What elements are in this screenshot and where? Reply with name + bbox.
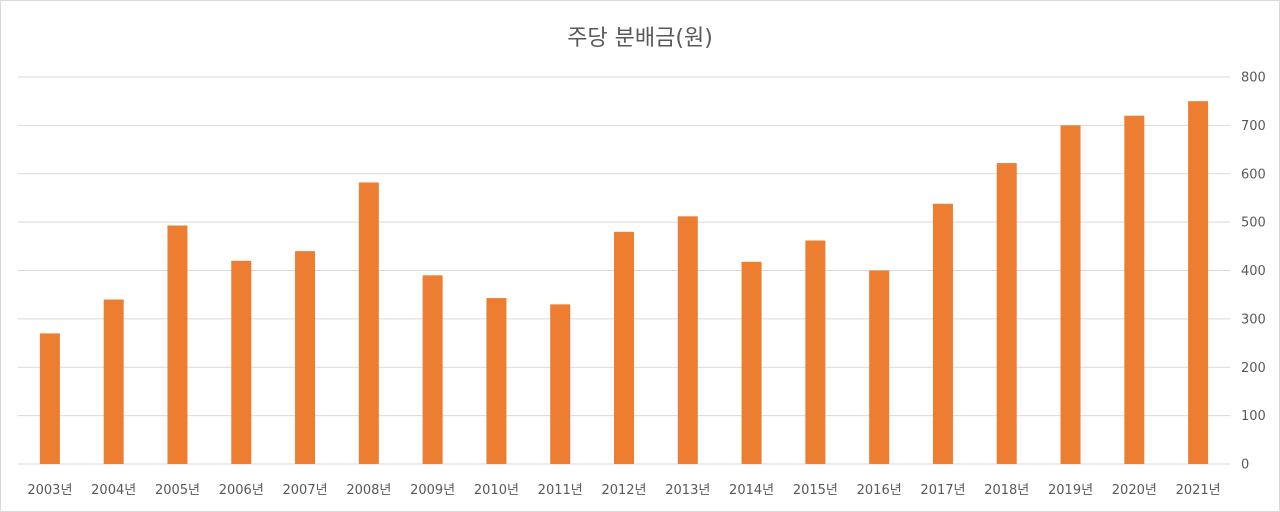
x-tick-label: 2012년 xyxy=(601,483,646,498)
y-axis-ticks: 0 100 200 300 400 500 600 700 800 xyxy=(1241,71,1266,473)
bar-2015년 xyxy=(805,240,826,464)
bar-2016년 xyxy=(869,270,890,464)
x-tick-label: 2009년 xyxy=(410,483,455,498)
chart-title: 주당 분배금(원) xyxy=(567,26,713,51)
x-tick-label: 2006년 xyxy=(219,483,264,498)
x-tick-label: 2010년 xyxy=(474,483,519,498)
bar-2017년 xyxy=(932,203,953,464)
x-tick-label: 2019년 xyxy=(1048,483,1093,498)
x-tick-label: 2020년 xyxy=(1112,483,1157,498)
x-tick-label: 2017년 xyxy=(920,483,965,498)
x-tick-label: 2007년 xyxy=(283,483,328,498)
bar-2005년 xyxy=(167,225,188,464)
x-tick-label: 2014년 xyxy=(729,483,774,498)
bar-2021년 xyxy=(1188,101,1209,464)
bar-2020년 xyxy=(1124,115,1145,464)
y-tick-label: 300 xyxy=(1241,312,1266,327)
x-tick-label: 2005년 xyxy=(155,483,200,498)
y-tick-label: 800 xyxy=(1241,71,1266,86)
bar-2004년 xyxy=(103,299,124,464)
bar-2007년 xyxy=(295,251,316,464)
bar-2012년 xyxy=(614,231,634,464)
bar-2019년 xyxy=(1060,125,1081,464)
bar-2013년 xyxy=(677,216,698,464)
x-tick-label: 2011년 xyxy=(538,483,583,498)
x-tick-label: 2004년 xyxy=(91,483,136,498)
y-tick-label: 100 xyxy=(1241,409,1266,424)
y-tick-label: 700 xyxy=(1241,119,1266,134)
x-tick-label: 2016년 xyxy=(857,483,902,498)
bar-2003년 xyxy=(39,333,60,464)
y-tick-label: 200 xyxy=(1241,361,1266,376)
x-tick-label: 2018년 xyxy=(984,483,1029,498)
bar-2010년 xyxy=(486,298,507,464)
y-tick-label: 600 xyxy=(1241,167,1266,182)
y-tick-label: 0 xyxy=(1241,458,1249,473)
bar-2008년 xyxy=(358,182,379,464)
y-tick-label: 400 xyxy=(1241,264,1266,279)
bar-2011년 xyxy=(550,304,571,464)
x-tick-label: 2013년 xyxy=(665,483,710,498)
bar-2009년 xyxy=(422,275,443,464)
bar-2014년 xyxy=(741,261,762,464)
y-tick-label: 500 xyxy=(1241,216,1266,231)
x-axis-ticks: 2003년 2004년 2005년 2006년 2007년 2008년 2009년 2010년… xyxy=(27,483,1220,498)
bars xyxy=(39,101,1209,465)
x-tick-label: 2015년 xyxy=(793,483,838,498)
x-tick-label: 2008년 xyxy=(346,483,391,498)
x-tick-label: 2021년 xyxy=(1176,483,1221,498)
bar-2018년 xyxy=(996,163,1017,465)
bar-2006년 xyxy=(231,260,252,464)
x-tick-label: 2003년 xyxy=(27,483,72,498)
